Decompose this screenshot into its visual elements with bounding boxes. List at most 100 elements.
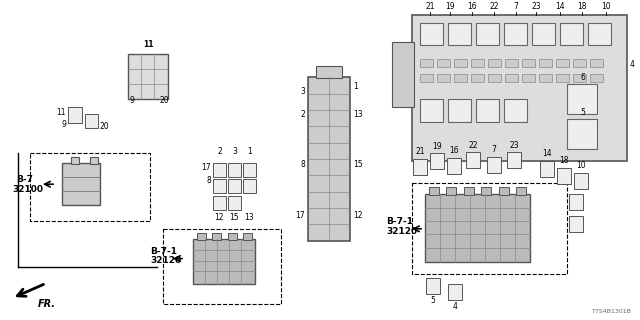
Bar [193, 239, 255, 284]
Bar [228, 164, 241, 177]
Bar [437, 59, 450, 67]
Text: 10: 10 [601, 2, 611, 11]
Bar [413, 159, 427, 175]
Bar [499, 187, 509, 195]
Bar [488, 74, 501, 82]
Bar [430, 154, 444, 169]
Bar [71, 157, 79, 164]
Bar [573, 59, 586, 67]
Bar [163, 229, 281, 304]
Bar [454, 74, 467, 82]
Text: 4: 4 [452, 302, 458, 311]
Bar [476, 23, 499, 45]
Text: 17: 17 [296, 212, 305, 220]
Text: 5: 5 [580, 108, 586, 117]
Bar [85, 114, 98, 128]
Text: T7S4B1301B: T7S4B1301B [592, 309, 632, 314]
Bar [228, 233, 237, 240]
Text: 12: 12 [353, 212, 362, 220]
Text: B-7: B-7 [16, 175, 33, 184]
Bar [68, 107, 82, 123]
Bar [516, 187, 526, 195]
Text: 32100: 32100 [12, 185, 43, 194]
Bar [487, 157, 501, 173]
Text: 15: 15 [353, 160, 363, 169]
Text: 6: 6 [580, 73, 586, 82]
Text: 17: 17 [202, 164, 211, 172]
Text: FR.: FR. [38, 299, 56, 309]
Text: 11: 11 [143, 40, 153, 49]
Text: 15: 15 [229, 213, 239, 222]
Text: 1: 1 [248, 148, 252, 156]
Text: 16: 16 [467, 2, 477, 11]
Bar [505, 59, 518, 67]
Bar [574, 173, 588, 189]
Bar [504, 23, 527, 45]
Text: 14: 14 [542, 149, 552, 158]
Bar [412, 183, 567, 275]
Bar [420, 99, 443, 122]
Bar [505, 74, 518, 82]
Text: 13: 13 [244, 213, 254, 222]
Bar [420, 23, 443, 45]
Bar [522, 59, 535, 67]
Bar [412, 15, 627, 161]
Bar [30, 154, 150, 221]
Bar [540, 161, 554, 177]
Text: 22: 22 [489, 2, 499, 11]
Bar [471, 59, 484, 67]
Bar [567, 84, 597, 114]
Text: 13: 13 [353, 110, 363, 119]
Bar [448, 23, 471, 45]
Bar [316, 66, 342, 78]
Bar [447, 158, 461, 174]
Bar [481, 187, 492, 195]
Text: 7: 7 [513, 2, 518, 11]
Bar [420, 74, 433, 82]
Text: 32120: 32120 [150, 257, 181, 266]
Text: 9: 9 [61, 120, 66, 129]
Bar [488, 59, 501, 67]
Bar [420, 59, 433, 67]
Bar [476, 99, 499, 122]
Bar [588, 23, 611, 45]
Bar [243, 233, 252, 240]
Text: 5: 5 [431, 296, 435, 305]
Text: 16: 16 [449, 147, 459, 156]
Text: 22: 22 [468, 140, 477, 149]
Bar [308, 77, 350, 241]
Bar [448, 99, 471, 122]
Text: 19: 19 [432, 141, 442, 150]
Bar [466, 153, 480, 168]
Bar [448, 284, 462, 300]
Text: 2: 2 [218, 148, 222, 156]
Bar [437, 74, 450, 82]
Text: 10: 10 [576, 161, 586, 170]
Text: 4: 4 [630, 60, 635, 69]
Bar [243, 164, 256, 177]
Bar [426, 278, 440, 294]
Bar [569, 194, 583, 210]
Bar [471, 74, 484, 82]
Text: 20: 20 [100, 122, 109, 131]
Bar [569, 216, 583, 232]
Text: 19: 19 [445, 2, 455, 11]
Bar [425, 194, 530, 261]
Bar [197, 233, 206, 240]
Bar [213, 179, 226, 193]
Bar [590, 59, 603, 67]
Bar [90, 157, 98, 164]
Text: 23: 23 [509, 140, 519, 149]
Bar [228, 179, 241, 193]
Bar [464, 187, 474, 195]
Bar [560, 23, 583, 45]
Bar [573, 74, 586, 82]
Text: 3: 3 [300, 86, 305, 96]
Bar [454, 59, 467, 67]
Bar [213, 164, 226, 177]
Bar [556, 59, 569, 67]
Bar [447, 187, 456, 195]
Bar [504, 99, 527, 122]
Text: 21: 21 [415, 148, 425, 156]
Bar [128, 54, 168, 99]
